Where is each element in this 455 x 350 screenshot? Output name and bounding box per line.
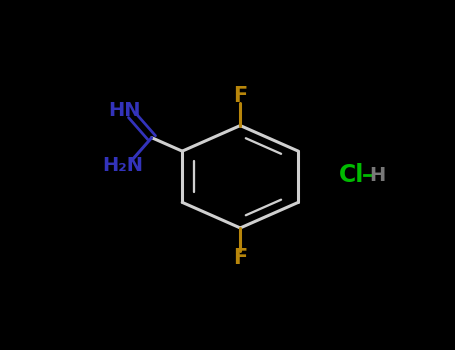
Text: F: F — [233, 86, 248, 106]
Text: F: F — [233, 247, 248, 268]
Text: H₂N: H₂N — [102, 156, 143, 175]
Text: HN: HN — [108, 101, 141, 120]
Text: H: H — [369, 166, 385, 185]
Text: Cl: Cl — [339, 163, 364, 187]
